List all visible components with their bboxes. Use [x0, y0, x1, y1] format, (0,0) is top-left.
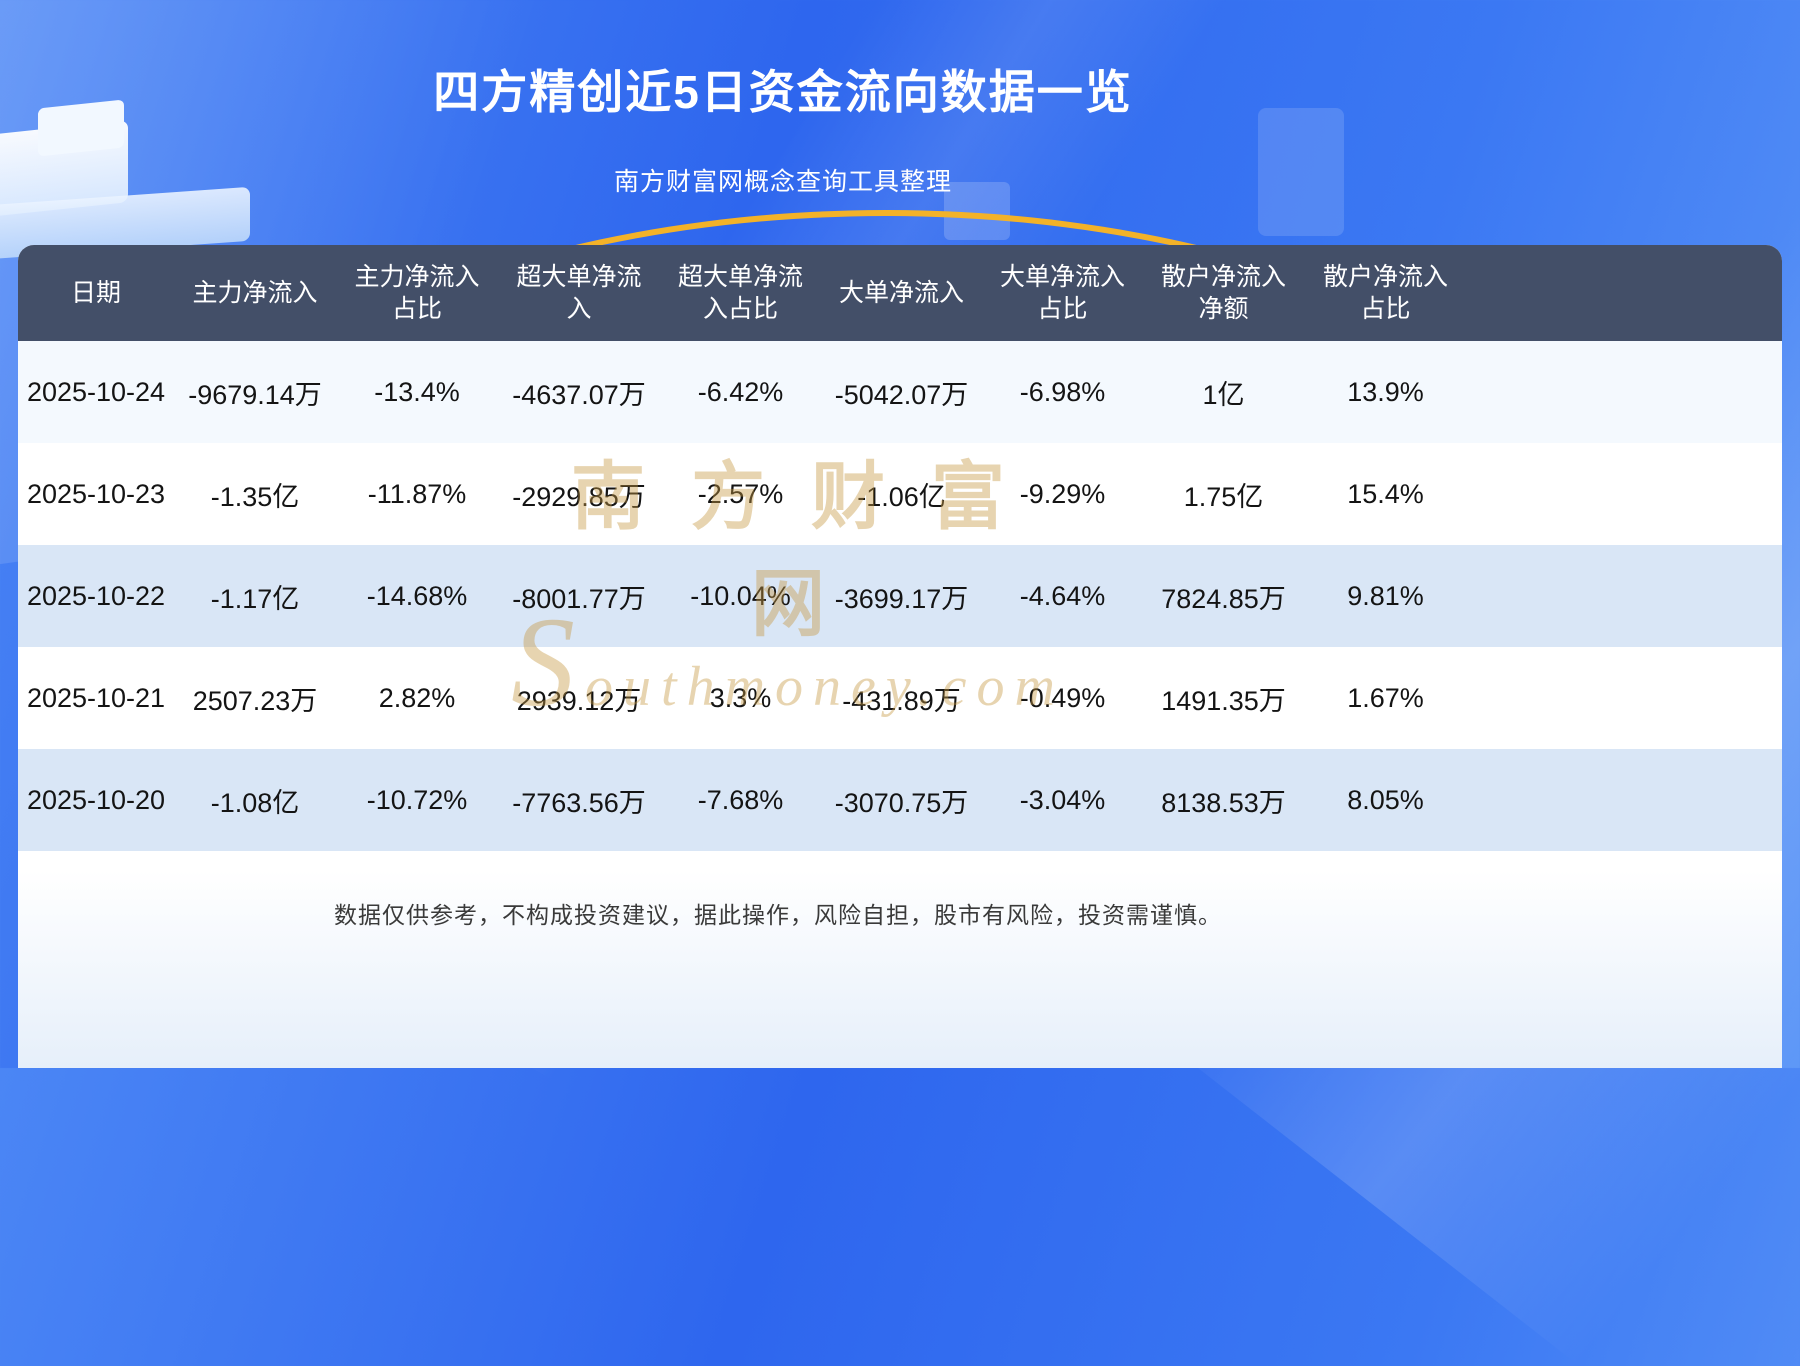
column-header-super-large-net-inflow: 超大单净流 入 — [516, 262, 642, 324]
table-cell: 13.9% — [1347, 376, 1424, 407]
table-cell: 2025-10-20 — [26, 784, 166, 815]
table-cell: -11.87% — [367, 478, 467, 509]
table-cell: 2025-10-22 — [26, 580, 166, 611]
table-cell: -1.08亿 — [210, 787, 300, 818]
table-cell: -9679.14万 — [188, 379, 322, 410]
column-header-retail-net-inflow-ratio: 散户净流入 占比 — [1322, 262, 1448, 324]
disclaimer-text: 数据仅供参考，不构成投资建议，据此操作，风险自担，股市有风险，投资需谨慎。 — [334, 902, 1222, 928]
table-cell: 8.05% — [1347, 784, 1424, 815]
table-cell: 1491.35万 — [1161, 685, 1286, 716]
table-cell: -7763.56万 — [512, 787, 646, 818]
table-cell: -5042.07万 — [834, 379, 969, 410]
table-cell: -431.89万 — [842, 685, 961, 716]
table-cell: -13.4% — [374, 376, 460, 407]
table-cell: -6.98% — [1019, 376, 1106, 407]
table-cell: 1.75亿 — [1183, 481, 1264, 512]
page-subtitle: 南方财富网概念查询工具整理 — [613, 168, 952, 196]
table-cell: -8001.77万 — [512, 583, 646, 614]
data-card: 日期 主力净流入 主力净流入 占比 超大单净流 入 超大单净流 入占比 大单净流… — [18, 245, 1782, 1068]
column-header-retail-net-inflow: 散户净流入 净额 — [1160, 262, 1286, 324]
table-cell: 2939.12万 — [516, 685, 642, 716]
table-cell: 2025-10-21 — [26, 682, 166, 713]
table-cell: -14.68% — [366, 580, 468, 611]
column-header-date: 日期 — [70, 278, 121, 307]
table-cell: 2025-10-24 — [26, 376, 166, 407]
table-cell: -6.42% — [697, 376, 784, 407]
table-row: 2025-10-24 -9679.14万 -13.4% -4637.07万 -6… — [18, 341, 1782, 443]
table-cell: -4.64% — [1019, 580, 1106, 611]
page-header: 四方精创近5日资金流向数据一览 南方财富网概念查询工具整理 — [0, 0, 1566, 198]
table-cell: -3070.75万 — [834, 787, 969, 818]
table-cell: 7824.85万 — [1161, 583, 1286, 614]
table-cell: -7.68% — [697, 784, 784, 815]
table-cell: -10.04% — [690, 580, 791, 611]
column-header-super-large-net-inflow-ratio: 超大单净流 入占比 — [677, 262, 803, 324]
decor-translucent-panel-2 — [1258, 108, 1344, 236]
gold-arc-decoration — [140, 210, 1632, 982]
table-header-row: 日期 主力净流入 主力净流入 占比 超大单净流 入 超大单净流 入占比 大单净流… — [18, 245, 1782, 341]
column-header-large-net-inflow: 大单净流入 — [838, 278, 964, 307]
table-cell: -1.06亿 — [857, 481, 946, 512]
page-title: 四方精创近5日资金流向数据一览 — [433, 66, 1133, 118]
table-cell: 9.81% — [1347, 580, 1424, 611]
table-cell: -3.04% — [1019, 784, 1106, 815]
table-cell: -1.17亿 — [210, 583, 300, 614]
table-row: 2025-10-23 -1.35亿 -11.87% -2929.85万 -2.5… — [18, 443, 1782, 545]
table-cell: 15.4% — [1347, 478, 1424, 509]
column-header-large-net-inflow-ratio: 大单净流入 占比 — [999, 262, 1125, 324]
table-cell: 2025-10-23 — [26, 478, 166, 509]
table-cell: 1亿 — [1202, 379, 1245, 410]
table-cell: -9.29% — [1019, 478, 1106, 509]
table-row: 2025-10-20 -1.08亿 -10.72% -7763.56万 -7.6… — [18, 749, 1782, 851]
table-cell: -0.49% — [1019, 682, 1106, 713]
table-row: 2025-10-21 2507.23万 2.82% 2939.12万 3.3% … — [18, 647, 1782, 749]
table-cell: 3.3% — [709, 682, 772, 713]
table-cell: 1.67% — [1347, 682, 1424, 713]
table-cell: -10.72% — [366, 784, 468, 815]
table-cell: -2.57% — [697, 478, 784, 509]
table-cell: 2.82% — [378, 682, 456, 713]
table-row: 2025-10-22 -1.17亿 -14.68% -8001.77万 -10.… — [18, 545, 1782, 647]
column-header-main-net-inflow-ratio: 主力净流入 占比 — [354, 262, 480, 324]
table-cell: 2507.23万 — [192, 685, 318, 716]
column-header-main-net-inflow: 主力净流入 — [192, 278, 318, 307]
table-cell: -4637.07万 — [512, 379, 646, 410]
table-cell: -2929.85万 — [512, 481, 646, 512]
table-cell: -3699.17万 — [834, 583, 969, 614]
table-cell: -1.35亿 — [210, 481, 300, 512]
table-cell: 8138.53万 — [1161, 787, 1286, 818]
